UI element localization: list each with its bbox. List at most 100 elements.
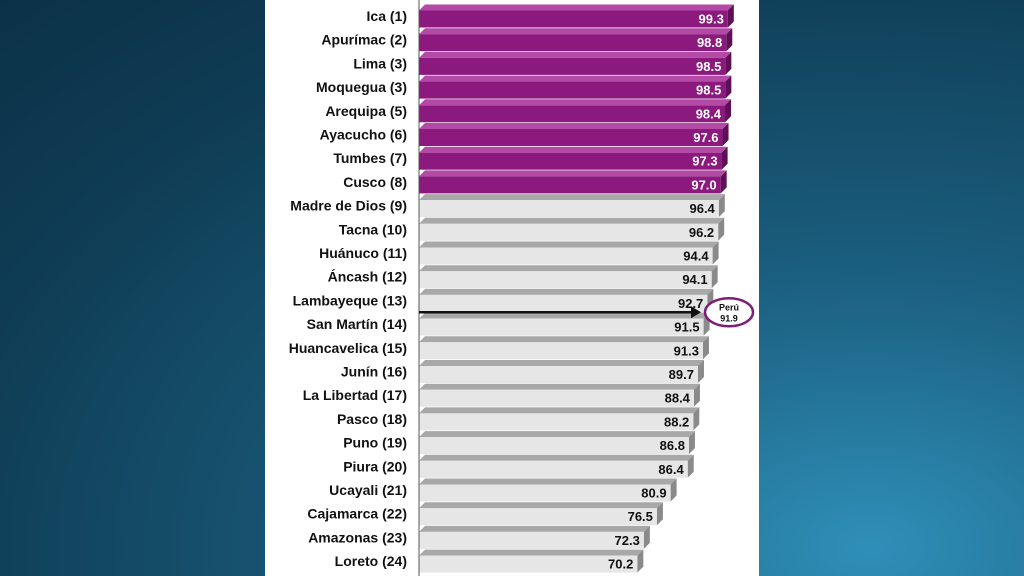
- bar-value-label: 99.3: [699, 12, 724, 27]
- bar-value-label: 98.5: [696, 59, 721, 74]
- bar-top: [419, 288, 714, 295]
- bar-value-label: 92.7: [678, 296, 703, 311]
- bar: [419, 555, 638, 573]
- bar-group: [419, 4, 734, 28]
- bar-value-label: 96.4: [689, 201, 715, 216]
- bar-value-label: 70.2: [608, 557, 633, 572]
- bar-side: [720, 170, 727, 194]
- category-label: Huancavelica (15): [289, 340, 407, 356]
- bar: [419, 105, 726, 123]
- bar: [419, 437, 689, 455]
- bar-side: [702, 336, 709, 360]
- category-label: La Libertad (17): [303, 387, 407, 403]
- bar: [419, 366, 698, 383]
- bar-group: [419, 454, 694, 478]
- category-label: Moquegua (3): [316, 79, 407, 95]
- bar-top: [419, 407, 700, 414]
- bar-group: [419, 431, 695, 455]
- bar-top: [419, 51, 732, 58]
- bar: [419, 460, 688, 478]
- category-label: Ayacucho (6): [320, 127, 407, 143]
- category-label: Junín (16): [341, 364, 407, 380]
- bar-side: [721, 146, 728, 170]
- bar-top: [419, 241, 719, 248]
- bar-value-label: 91.5: [674, 320, 699, 335]
- bar-group: [419, 51, 732, 75]
- category-label: Ica (1): [367, 8, 407, 24]
- bar-top: [419, 123, 729, 129]
- bar: [419, 200, 719, 218]
- category-label: Lambayeque (13): [293, 292, 407, 308]
- bar-group: [419, 99, 732, 123]
- reference-arrow-icon: [691, 306, 701, 319]
- bar: [419, 10, 728, 28]
- bar-side: [688, 431, 695, 455]
- category-label: Puno (19): [343, 435, 407, 451]
- bar-top: [419, 431, 695, 438]
- bar-group: [419, 549, 644, 573]
- bar-top: [419, 75, 732, 82]
- bar-value-label: 94.1: [682, 272, 707, 287]
- bar-value-label: 97.3: [692, 154, 717, 169]
- bar-group: [419, 241, 719, 265]
- category-label: Ucayali (21): [329, 482, 407, 498]
- bar-group: [419, 75, 732, 99]
- category-label: Madre de Dios (9): [290, 198, 407, 214]
- bar: [419, 34, 727, 52]
- category-label: Arequipa (5): [325, 103, 407, 119]
- bar-group: [419, 217, 725, 241]
- bar: [419, 413, 694, 431]
- bar-value-label: 86.4: [658, 462, 684, 477]
- bar-top: [419, 478, 677, 485]
- category-label: Piura (20): [343, 458, 407, 474]
- bar-top: [419, 194, 725, 201]
- bar-group: [419, 265, 718, 289]
- category-label: Apurímac (2): [321, 32, 407, 48]
- bar-side: [687, 454, 694, 478]
- bar-value-label: 96.2: [689, 225, 714, 240]
- bar-side: [718, 194, 725, 218]
- bar-value-label: 97.6: [693, 130, 718, 145]
- bar-side: [637, 549, 644, 573]
- bar-top: [419, 454, 694, 461]
- bar-top: [419, 525, 650, 532]
- bar-top: [419, 170, 727, 177]
- bar-top: [419, 312, 710, 319]
- bar: [419, 294, 708, 312]
- bar-value-label: 72.3: [615, 533, 640, 548]
- bar-side: [697, 360, 704, 383]
- bar-value-label: 98.4: [696, 106, 722, 121]
- category-label: Tacna (10): [339, 221, 407, 237]
- category-label: Cusco (8): [343, 174, 407, 190]
- bar: [419, 508, 657, 526]
- bar-group: [419, 502, 663, 526]
- bar: [419, 176, 721, 194]
- bar: [419, 129, 723, 146]
- bar-value-label: 94.4: [683, 249, 709, 264]
- slide-panel: 99.3 Ica (1) 98.8 Apurímac (2) 98.5 Lima (3) 9…: [265, 0, 759, 576]
- bar-side: [727, 4, 734, 28]
- bar-side: [670, 478, 677, 502]
- bar-value-label: 76.5: [628, 509, 653, 524]
- category-label: Lima (3): [353, 55, 407, 71]
- bar-top: [419, 336, 709, 343]
- bar-top: [419, 217, 725, 224]
- reference-label: Perú: [719, 302, 739, 312]
- bar-value-label: 98.5: [696, 83, 721, 98]
- bar-group: [419, 194, 725, 218]
- bar-group: [419, 478, 677, 502]
- bar: [419, 531, 644, 549]
- bar: [419, 271, 712, 289]
- bar-top: [419, 502, 663, 509]
- bar-side: [725, 51, 732, 75]
- category-label: San Martín (14): [307, 316, 407, 332]
- bar-side: [722, 123, 729, 146]
- bar-chart: 99.3 Ica (1) 98.8 Apurímac (2) 98.5 Lima (3) 9…: [289, 0, 755, 576]
- bar: [419, 342, 703, 360]
- bar-group: [419, 525, 650, 549]
- bar-side: [656, 502, 663, 526]
- bar: [419, 318, 704, 336]
- bar: [419, 223, 719, 241]
- category-label: Amazonas (23): [308, 529, 407, 545]
- bar-side: [693, 383, 700, 407]
